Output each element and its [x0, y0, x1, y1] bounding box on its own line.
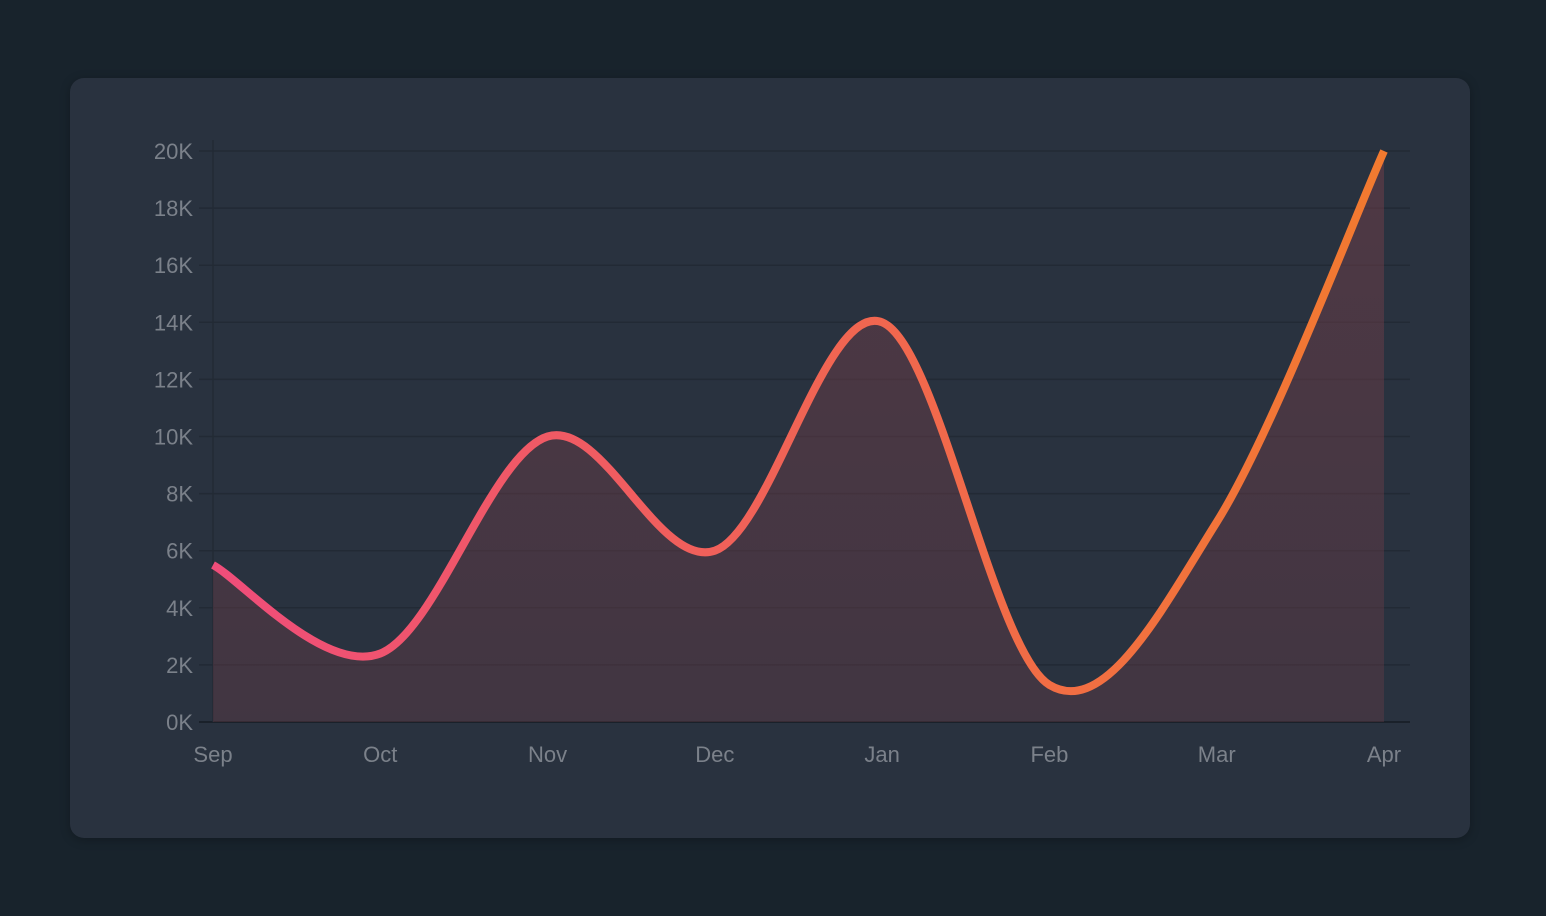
y-tick-label: 2K — [166, 653, 193, 678]
x-tick-label: Dec — [695, 742, 734, 767]
y-tick-label: 0K — [166, 710, 193, 735]
x-tick-label: Apr — [1367, 742, 1401, 767]
y-tick-label: 8K — [166, 482, 193, 507]
y-tick-label: 16K — [154, 253, 193, 278]
x-tick-label: Feb — [1030, 742, 1068, 767]
series-line — [210, 149, 1388, 696]
y-tick-label: 20K — [154, 139, 193, 164]
series-area — [213, 151, 1384, 722]
y-axis: 0K 2K 4K 6K 8K 10K 12K 14K 16K 18K 20K — [154, 139, 193, 735]
x-tick-label: Oct — [363, 742, 397, 767]
x-tick-label: Sep — [193, 742, 232, 767]
x-axis: Sep Oct Nov Dec Jan Feb Mar Apr — [193, 742, 1401, 767]
x-tick-label: Jan — [864, 742, 899, 767]
x-tick-label: Mar — [1198, 742, 1236, 767]
y-tick-label: 6K — [166, 539, 193, 564]
x-tick-label: Nov — [528, 742, 567, 767]
y-tick-label: 10K — [154, 425, 193, 450]
y-tick-label: 14K — [154, 310, 193, 335]
y-tick-label: 18K — [154, 196, 193, 221]
y-tick-label: 4K — [166, 596, 193, 621]
y-tick-label: 12K — [154, 367, 193, 392]
